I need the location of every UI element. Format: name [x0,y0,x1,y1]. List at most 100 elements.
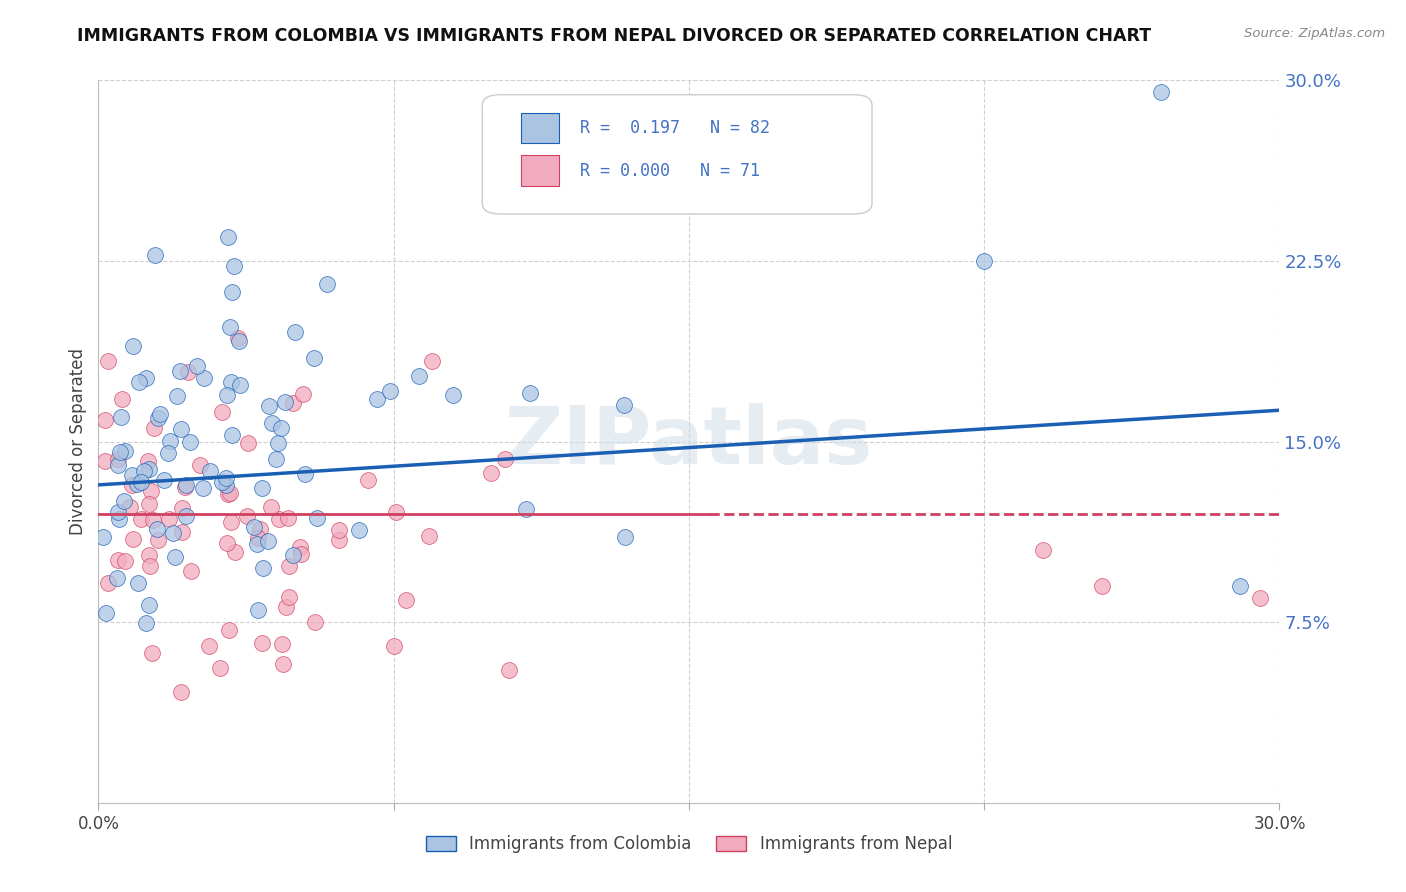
Point [219,515,242,529]
Point [94,454,117,468]
Point [94,413,117,427]
Point [211,475,233,490]
Point [250,481,273,495]
Point [267,435,290,450]
Point [96,575,118,590]
Point [222,259,245,273]
Point [193,371,215,385]
Point [107,505,129,519]
Point [135,371,157,385]
Text: R =  0.197   N = 82: R = 0.197 N = 82 [581,119,770,136]
Point [136,454,159,468]
Point [384,505,406,519]
Point [121,478,143,492]
Point [420,354,443,368]
Point [125,476,148,491]
Point [224,545,246,559]
Point [246,603,269,617]
Point [188,458,211,472]
Point [246,537,269,551]
Point [142,421,165,435]
Point [186,359,208,374]
Point [191,482,214,496]
Point [221,428,243,442]
Point [395,592,418,607]
Point [378,384,401,398]
Point [129,475,152,490]
Point [114,444,136,458]
Point [221,285,243,299]
Point [174,480,197,494]
Point [91,530,114,544]
Point [107,458,129,473]
Point [256,533,278,548]
Point [408,368,430,383]
Point [105,571,128,585]
Point [290,547,312,561]
Point [613,398,636,412]
Point [143,248,166,262]
Text: Source: ZipAtlas.com: Source: ZipAtlas.com [1244,27,1385,40]
Point [236,436,259,450]
Point [107,452,129,467]
FancyBboxPatch shape [522,155,560,186]
Y-axis label: Divorced or Separated: Divorced or Separated [69,348,87,535]
Point [328,533,350,548]
FancyBboxPatch shape [522,112,560,143]
Point [283,549,305,563]
Point [214,477,236,491]
Point [114,554,136,568]
Point [163,549,186,564]
Point [129,512,152,526]
Point [228,334,250,348]
Point [97,354,120,368]
Point [276,599,298,614]
Point [211,405,233,419]
Point [257,399,280,413]
Point [146,522,169,536]
Point [138,497,160,511]
Point [1150,85,1173,99]
Point [215,388,238,402]
Point [179,435,201,450]
Point [138,598,160,612]
Point [1249,591,1271,605]
Point [139,558,162,573]
Point [229,378,252,392]
Point [170,421,193,435]
Point [613,530,636,544]
Point [110,410,132,425]
Text: IMMIGRANTS FROM COLOMBIA VS IMMIGRANTS FROM NEPAL DIVORCED OR SEPARATED CORRELAT: IMMIGRANTS FROM COLOMBIA VS IMMIGRANTS F… [77,27,1152,45]
Point [267,512,290,526]
Point [1032,542,1054,557]
Legend: Immigrants from Colombia, Immigrants from Nepal: Immigrants from Colombia, Immigrants fro… [419,828,959,860]
Point [169,364,191,378]
Point [250,636,273,650]
Point [294,467,316,481]
Point [366,392,388,406]
Point [159,434,181,448]
Point [1229,579,1251,593]
Point [277,591,299,605]
Point [252,560,274,574]
Point [328,523,350,537]
Point [217,230,239,244]
Point [94,607,117,621]
Point [283,395,305,409]
Point [120,500,142,514]
Point [1091,579,1114,593]
Point [127,576,149,591]
Point [418,529,440,543]
Point [197,639,219,653]
Point [122,533,145,547]
Point [107,553,129,567]
Point [349,524,371,538]
Point [142,513,165,527]
Point [274,395,297,409]
Point [284,325,307,339]
Point [479,466,502,480]
Point [180,564,202,578]
Point [208,661,231,675]
Point [304,615,326,630]
Point [166,389,188,403]
